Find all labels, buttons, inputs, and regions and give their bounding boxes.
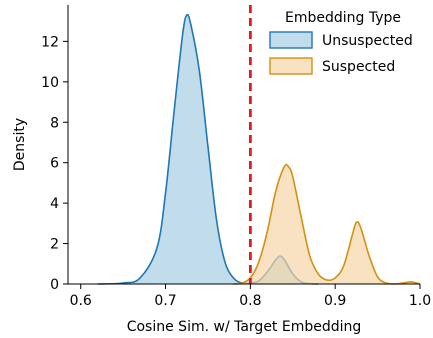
- y-tick-label: 4: [50, 196, 59, 212]
- series-line-suspected: [233, 163, 421, 285]
- plot-area: [97, 5, 421, 285]
- y-tick-label: 0: [50, 277, 59, 293]
- legend-swatch-unsuspected: [269, 31, 313, 49]
- legend-swatch-suspected: [269, 57, 313, 75]
- y-tick-label: 12: [41, 34, 59, 50]
- x-tick-label: 1.0: [409, 293, 431, 309]
- x-tick-label: 0.8: [239, 293, 261, 309]
- x-tick-label: 0.9: [324, 293, 346, 309]
- series-area-suspected: [233, 164, 420, 284]
- legend-label-unsuspected: Unsuspected: [322, 33, 413, 49]
- legend-title: Embedding Type: [285, 10, 401, 26]
- y-tick-label: 2: [50, 237, 59, 253]
- legend-label-suspected: Suspected: [322, 59, 395, 75]
- y-axis-label: Density: [12, 118, 28, 171]
- x-tick-label: 0.7: [154, 293, 176, 309]
- y-tick-label: 6: [50, 156, 59, 172]
- x-tick-label: 0.6: [70, 293, 92, 309]
- y-tick-label: 10: [41, 75, 59, 91]
- axes: 0.6 0.7 0.8 0.9 1.0 0 2 4 6 8 10 12 Cosine Sim. w/ T…: [12, 5, 431, 335]
- x-axis-label: Cosine Sim. w/ Target Embedding: [127, 319, 362, 335]
- y-tick-label: 8: [50, 115, 59, 131]
- legend: Embedding Type Unsuspected Suspected: [269, 10, 413, 75]
